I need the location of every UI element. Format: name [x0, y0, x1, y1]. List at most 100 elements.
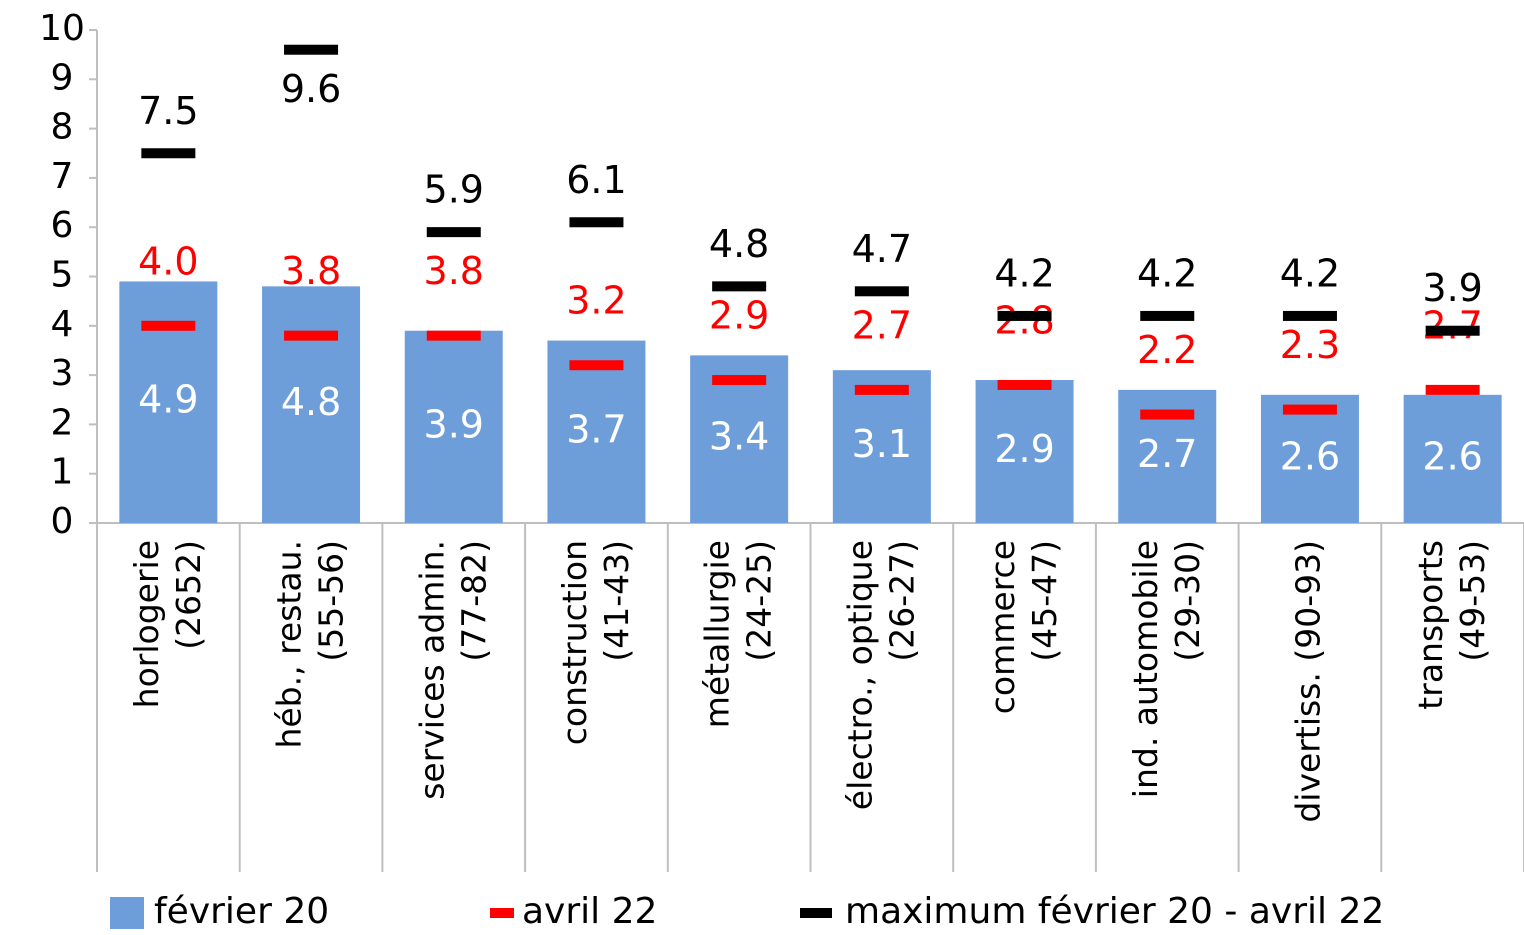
y-tick-label: 0: [51, 501, 74, 542]
max-value-label: 5.9: [424, 168, 484, 212]
april-marker: [426, 330, 481, 341]
legend-swatch: [110, 897, 144, 929]
y-tick-label: 1: [51, 452, 74, 493]
april-value-label: 4.0: [138, 239, 198, 283]
x-tick-group: (45-47): [1025, 540, 1064, 662]
april-value-label: 2.3: [1280, 323, 1340, 367]
x-tick-label: (26-27): [882, 540, 921, 662]
x-tick-group: (26-27): [882, 540, 921, 662]
x-tick-group: horlogerie: [127, 540, 166, 708]
max-marker: [1425, 325, 1480, 336]
bar: [1403, 394, 1502, 523]
x-tick-group: commerce: [983, 540, 1022, 714]
x-tick-label: construction: [555, 540, 594, 745]
x-tick-group: (2652): [169, 540, 208, 650]
bar-value-label: 4.9: [138, 378, 198, 422]
max-value-label: 6.1: [566, 158, 626, 202]
max-marker: [1282, 310, 1337, 321]
x-tick-label: héb., restau.: [270, 540, 309, 749]
y-tick-label: 9: [51, 57, 74, 98]
bar-value-label: 4.8: [281, 380, 341, 424]
max-marker: [426, 227, 481, 238]
bar: [975, 380, 1074, 523]
max-value-label: 4.2: [994, 251, 1054, 295]
y-tick-label: 4: [51, 304, 74, 345]
x-tick-group: métallurgie: [698, 540, 737, 728]
x-tick-label: (77-82): [454, 540, 493, 662]
bar-value-label: 2.6: [1280, 434, 1340, 478]
x-tick-label: horlogerie: [127, 540, 166, 708]
x-tick-label: (49-53): [1453, 540, 1492, 662]
y-tick-label: 5: [51, 255, 74, 296]
y-tick-label: 3: [51, 353, 74, 394]
y-tick-label: 8: [51, 107, 74, 148]
x-tick-label: (55-56): [312, 540, 351, 662]
x-tick-group: construction: [555, 540, 594, 745]
bar-value-label: 3.9: [424, 402, 484, 446]
max-marker: [1140, 310, 1195, 321]
x-tick-label: (45-47): [1025, 540, 1064, 662]
max-value-label: 4.2: [1280, 251, 1340, 295]
x-tick-label: métallurgie: [698, 540, 737, 728]
max-value-label: 4.7: [852, 227, 912, 271]
bar: [262, 286, 361, 523]
max-marker: [569, 217, 624, 228]
april-marker: [854, 384, 909, 395]
x-tick-label: commerce: [983, 540, 1022, 714]
april-marker: [1425, 384, 1480, 395]
max-marker: [141, 148, 196, 159]
x-tick-group: (29-30): [1168, 540, 1207, 662]
bar-value-label: 3.1: [852, 422, 912, 466]
april-marker: [569, 360, 624, 371]
max-marker: [854, 286, 909, 297]
april-marker: [712, 375, 767, 386]
max-marker: [284, 44, 339, 55]
april-marker: [997, 379, 1052, 390]
y-tick-label: 7: [51, 156, 74, 197]
y-tick-label: 6: [51, 205, 74, 246]
april-value-label: 2.2: [1137, 328, 1197, 372]
april-value-label: 3.8: [424, 249, 484, 293]
x-tick-group: (55-56): [312, 540, 351, 662]
april-marker: [1282, 404, 1337, 415]
bar: [1260, 394, 1359, 523]
y-tick-label: 2: [51, 402, 74, 443]
max-value-label: 7.5: [138, 89, 198, 133]
legend-label: avril 22: [522, 891, 657, 932]
x-tick-group: (41-43): [597, 540, 636, 662]
max-marker: [712, 281, 767, 292]
x-tick-label: (29-30): [1168, 540, 1207, 662]
x-tick-group: (24-25): [740, 540, 779, 662]
x-tick-label: transports: [1411, 540, 1450, 710]
legend-swatch: [490, 908, 514, 918]
bar: [832, 370, 931, 523]
y-tick-label: 10: [39, 8, 85, 49]
april-value-label: 3.2: [566, 279, 626, 323]
x-tick-label: ind. automobile: [1126, 540, 1165, 798]
x-tick-group: divertiss. (90-93): [1288, 540, 1327, 823]
x-tick-label: divertiss. (90-93): [1288, 540, 1327, 823]
legend-label: maximum février 20 - avril 22: [845, 891, 1384, 932]
april-marker: [1140, 409, 1195, 420]
bar-value-label: 3.4: [709, 415, 769, 459]
x-tick-group: ind. automobile: [1126, 540, 1165, 798]
bar-value-label: 3.7: [566, 407, 626, 451]
max-value-label: 4.8: [709, 222, 769, 266]
april-value-label: 2.7: [852, 303, 912, 347]
max-marker: [997, 310, 1052, 321]
bar-value-label: 2.7: [1137, 432, 1197, 476]
x-tick-label: (41-43): [597, 540, 636, 662]
x-tick-group: électro., optique: [840, 540, 879, 810]
x-tick-label: (2652): [169, 540, 208, 650]
bar: [547, 340, 646, 523]
april-marker: [141, 320, 196, 331]
legend-swatch: [800, 908, 832, 918]
x-tick-label: électro., optique: [840, 540, 879, 810]
x-tick-label: services admin.: [412, 540, 451, 800]
april-value-label: 2.9: [709, 294, 769, 338]
x-tick-group: services admin.: [412, 540, 451, 800]
april-value-label: 2.7: [1422, 303, 1482, 347]
max-value-label: 4.2: [1137, 251, 1197, 295]
april-marker: [284, 330, 339, 341]
